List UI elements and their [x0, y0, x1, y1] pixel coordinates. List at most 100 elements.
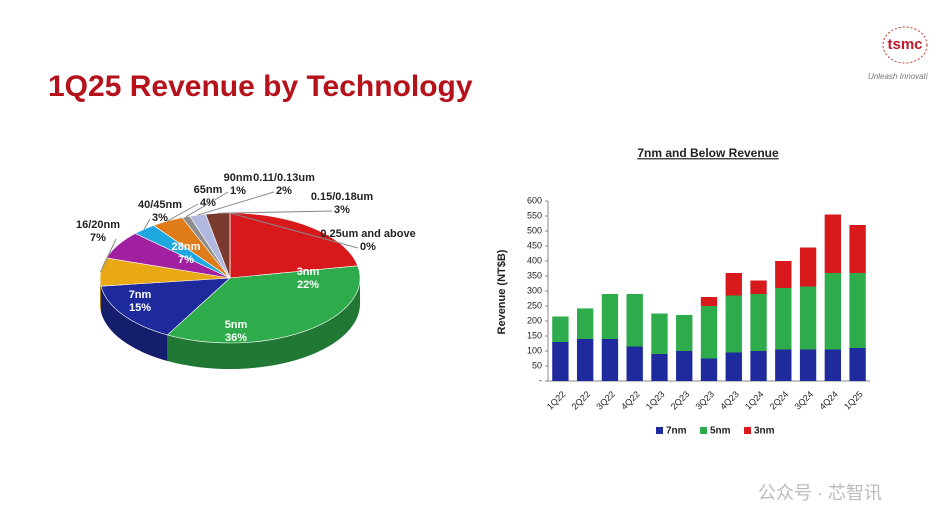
bar-segment [626, 346, 643, 381]
bar-segment [651, 354, 668, 381]
legend-swatch [656, 427, 663, 434]
bar-segment [799, 286, 817, 350]
y-tick-label: 400 [527, 255, 542, 265]
bar-segment [775, 349, 792, 381]
leader-line [229, 212, 359, 249]
bar-segment [799, 247, 817, 287]
x-tick-label: 3Q23 [693, 389, 716, 412]
y-tick-label: 550 [527, 210, 542, 220]
pie-value-label: 22% [297, 279, 319, 291]
bar-chart-title: 7nm and Below Revenue [637, 146, 779, 160]
legend-swatch [744, 427, 751, 434]
y-tick-label: 300 [527, 285, 542, 295]
slide-title: 1Q25 Revenue by Technology [48, 70, 473, 103]
logo-tagline: Unleash Innovati [868, 72, 928, 81]
pie-value-label: 1% [230, 185, 246, 197]
bar-segment [576, 339, 594, 381]
logo-name: tsmc [887, 36, 922, 53]
y-tick-label: 450 [527, 240, 542, 250]
bar-segment [700, 306, 718, 359]
pie-value-label: 7% [178, 254, 194, 266]
bar-segment [700, 297, 718, 306]
watermark: 公众号 · 芯智讯 [758, 483, 882, 503]
bar-segment [552, 342, 569, 381]
bar-segment [849, 273, 866, 348]
pie-label: 5nm [225, 319, 248, 331]
pie-label: 40/45nm [138, 199, 182, 211]
bar-segment [725, 352, 742, 381]
x-tick-label: 3Q22 [594, 389, 617, 412]
pie-side [167, 278, 360, 370]
y-axis-label: Revenue (NT$B) [496, 249, 508, 334]
y-tick-label: 600 [527, 195, 542, 205]
y-tick-label: - [539, 375, 542, 385]
y-tick-label: 150 [527, 330, 542, 340]
pie-value-label: 3% [152, 212, 168, 224]
pie-value-label: 15% [129, 302, 151, 314]
leader-line [167, 203, 199, 222]
bar-segment [849, 348, 866, 381]
pie-value-label: 2% [276, 185, 292, 197]
pie-value-label: 36% [225, 332, 247, 344]
pie-slice [229, 212, 359, 279]
pie-label: 90nm [224, 172, 253, 184]
logo-mark [882, 26, 928, 64]
bar-segment [676, 351, 693, 381]
pie-label: 65nm [194, 184, 223, 196]
legend-label: 7nm [666, 426, 687, 437]
pie-slice [166, 265, 361, 344]
bar-segment [799, 349, 817, 381]
bar-segment [725, 273, 742, 296]
y-tick-label: 500 [527, 225, 542, 235]
bar-segment [700, 358, 718, 381]
leader-line [185, 191, 229, 218]
pie-label: 0.11/0.13um [253, 172, 315, 184]
pie-side [100, 278, 102, 313]
bar-segment [750, 351, 767, 381]
pie-value-label: 3% [334, 204, 350, 216]
bar-segment [725, 295, 742, 353]
y-tick-label: 200 [527, 315, 542, 325]
pie-side [101, 286, 168, 361]
x-tick-label: 1Q23 [644, 389, 667, 412]
pie-label: 0.15/0.18um [311, 191, 374, 203]
x-tick-label: 1Q24 [743, 389, 766, 412]
x-tick-label: 1Q25 [842, 389, 865, 412]
bar-segment [676, 315, 693, 351]
bar-segment [576, 308, 594, 339]
leader-line [100, 238, 117, 273]
legend-label: 5nm [710, 426, 731, 437]
bar-segment [824, 273, 842, 350]
x-tick-label: 2Q23 [669, 389, 692, 412]
y-tick-label: 100 [527, 345, 542, 355]
pie-label: 7nm [129, 289, 152, 301]
x-tick-label: 4Q23 [718, 389, 741, 412]
bar-segment [651, 313, 668, 354]
bar-segment [601, 339, 619, 381]
pie-value-label: 0% [360, 241, 376, 253]
pie-label: 16/20nm [76, 219, 120, 231]
x-tick-label: 2Q24 [768, 389, 791, 412]
bar-segment [775, 261, 792, 288]
pie-slice [100, 277, 231, 336]
x-tick-label: 2Q22 [570, 389, 593, 412]
x-tick-label: 1Q22 [545, 389, 568, 412]
y-tick-label: 50 [532, 360, 542, 370]
bar-segment [601, 294, 619, 339]
bar-segment [750, 280, 767, 294]
pie-label: 0.25um and above [320, 228, 415, 240]
y-tick-label: 350 [527, 270, 542, 280]
bar-segment [775, 288, 792, 350]
bar-segment [849, 225, 866, 273]
bar-segment [824, 214, 842, 273]
leader-line [143, 218, 151, 230]
x-tick-label: 4Q22 [619, 389, 642, 412]
bar-segment [626, 294, 643, 347]
x-tick-label: 4Q24 [817, 389, 840, 412]
leader-line [197, 191, 275, 216]
legend-swatch [700, 427, 707, 434]
legend-label: 3nm [754, 426, 775, 437]
bar-segment [824, 349, 842, 381]
